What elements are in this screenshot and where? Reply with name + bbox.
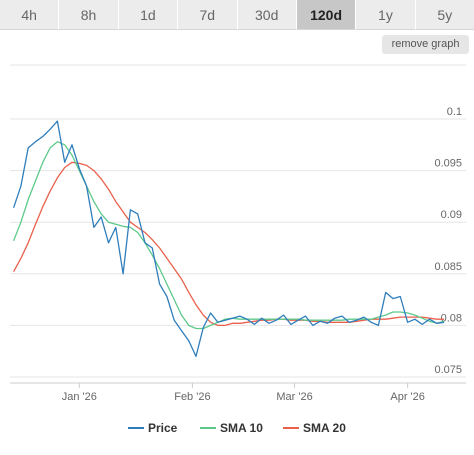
y-tick-label: 0.1 bbox=[447, 106, 462, 118]
x-tick-label: Jan '26 bbox=[62, 391, 97, 403]
x-tick-label: Mar '26 bbox=[276, 391, 312, 403]
remove-graph-button[interactable]: remove graph bbox=[382, 35, 469, 54]
tab-4h[interactable]: 4h bbox=[0, 0, 60, 30]
legend-label: Price bbox=[148, 421, 178, 435]
series-line-sma-10 bbox=[12, 141, 445, 330]
tab-5y[interactable]: 5y bbox=[415, 0, 474, 30]
y-tick-label: 0.095 bbox=[434, 158, 462, 170]
series-line-price bbox=[12, 120, 445, 358]
tab-7d[interactable]: 7d bbox=[178, 0, 238, 30]
y-tick-label: 0.08 bbox=[441, 312, 462, 324]
x-tick-label: Apr '26 bbox=[390, 391, 425, 403]
legend-item-price[interactable]: Price bbox=[128, 421, 178, 435]
tab-8h[interactable]: 8h bbox=[59, 0, 119, 30]
legend-label: SMA 20 bbox=[303, 421, 346, 435]
y-tick-label: 0.085 bbox=[434, 261, 462, 273]
legend-label: SMA 10 bbox=[220, 421, 263, 435]
tab-120d[interactable]: 120d bbox=[296, 0, 357, 30]
time-range-tabs: 4h 8h 1d 7d 30d 120d 1y 5y bbox=[0, 0, 474, 30]
series-line-sma-20 bbox=[13, 161, 445, 327]
tab-30d[interactable]: 30d bbox=[237, 0, 297, 30]
x-tick-label: Feb '26 bbox=[174, 391, 210, 403]
y-tick-label: 0.075 bbox=[434, 364, 462, 376]
tab-1y[interactable]: 1y bbox=[356, 0, 416, 30]
legend-item-sma-20[interactable]: SMA 20 bbox=[283, 421, 346, 435]
legend-item-sma-10[interactable]: SMA 10 bbox=[200, 421, 263, 435]
y-tick-label: 0.09 bbox=[441, 209, 462, 221]
tab-1d[interactable]: 1d bbox=[118, 0, 179, 30]
